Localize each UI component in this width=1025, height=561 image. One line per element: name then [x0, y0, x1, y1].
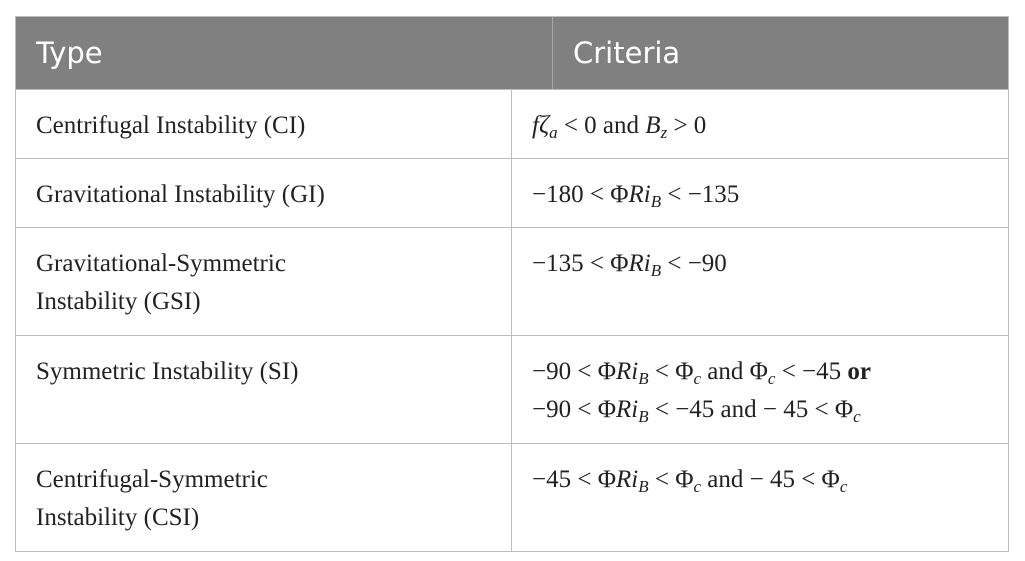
table-row: Symmetric Instability (SI) −90 < ΦRiB < Φ…	[16, 335, 1008, 443]
table-row: Centrifugal Instability (CI) fζa < 0 and …	[16, 89, 1008, 158]
criteria-run: −90 < Φ	[532, 358, 616, 385]
type-text: Instability (CSI)	[36, 504, 200, 531]
criteria-cell: fζa < 0 and Bz > 0	[512, 90, 1008, 158]
criteria-run: −135 < Φ	[532, 250, 629, 277]
criteria-run: or	[847, 358, 871, 385]
criteria-run: and − 45 < Φ	[701, 466, 840, 493]
criteria-line: −180 < ΦRiB < −135	[532, 176, 988, 214]
criteria-run: B	[638, 407, 649, 426]
criteria-run: < −45 and − 45 < Φ	[648, 396, 854, 423]
table-row: Gravitational-Symmetric Instability (GSI)…	[16, 227, 1008, 335]
header-cell: Type	[16, 17, 553, 89]
criteria-line: fζa < 0 and Bz > 0	[532, 107, 988, 145]
criteria-run: f	[532, 112, 539, 139]
header-cell: Criteria	[573, 36, 681, 70]
criteria-run: c	[693, 369, 702, 388]
criteria-run: c	[839, 477, 848, 496]
table-row: Gravitational Instability (GI) −180 < ΦRi…	[16, 158, 1008, 227]
criteria-run: < Φ	[648, 358, 694, 385]
type-cell: Gravitational-Symmetric Instability (GSI)	[16, 228, 512, 335]
criteria-line: −45 < ΦRiB < Φc and − 45 < Φc	[532, 461, 988, 499]
table: Type Criteria Centrifugal Instability (C…	[15, 16, 1009, 552]
criteria-line: −135 < ΦRiB < −90	[532, 245, 988, 283]
criteria-run: c	[767, 369, 776, 388]
type-text: Centrifugal Instability (CI)	[36, 112, 306, 139]
criteria-line: −90 < ΦRiB < Φc and Φc < −45 or	[532, 353, 988, 391]
type-cell: Gravitational Instability (GI)	[16, 159, 512, 227]
criteria-run: B	[645, 112, 661, 139]
criteria-run: > 0	[667, 112, 707, 139]
criteria-run: and Φ	[701, 358, 768, 385]
criteria-cell: −45 < ΦRiB < Φc and − 45 < Φc	[512, 444, 1008, 551]
criteria-run: < −90	[661, 250, 727, 277]
criteria-run: B	[650, 192, 662, 211]
criteria-run: Ri	[628, 181, 651, 208]
criteria-run: z	[660, 123, 668, 142]
table-row: Centrifugal-Symmetric Instability (CSI) −4…	[16, 443, 1008, 551]
criteria-cell: −180 < ΦRiB < −135	[512, 159, 1008, 227]
criteria-cell: −135 < ΦRiB < −90	[512, 228, 1008, 335]
header-row: Type Criteria	[16, 17, 1008, 89]
criteria-run: a	[549, 123, 558, 142]
criteria-run: −45 < Φ	[532, 466, 616, 493]
type-text: Centrifugal-Symmetric	[36, 466, 268, 493]
criteria-run: Ri	[615, 396, 639, 423]
criteria-run: B	[638, 369, 649, 388]
criteria-run: Ri	[615, 466, 639, 493]
criteria-run: B	[638, 477, 649, 496]
type-text: Symmetric Instability (SI)	[36, 358, 299, 385]
type-text: Gravitational-Symmetric	[36, 250, 286, 277]
criteria-run: c	[853, 407, 861, 426]
type-text: Gravitational Instability (GI)	[36, 181, 325, 208]
criteria-run: < −135	[661, 181, 740, 208]
criteria-cell: −90 < ΦRiB < Φc and Φc < −45 or −90 < ΦRi…	[512, 336, 1008, 443]
criteria-run: Ri	[628, 250, 651, 277]
criteria-run: B	[650, 261, 662, 280]
type-cell: Symmetric Instability (SI)	[16, 336, 512, 443]
type-cell: Centrifugal Instability (CI)	[16, 90, 512, 158]
criteria-run: < Φ	[648, 466, 694, 493]
criteria-run: < −45	[775, 358, 848, 385]
criteria-run: ζ	[538, 112, 550, 139]
criteria-line: −90 < ΦRiB < −45 and − 45 < Φc	[532, 391, 988, 429]
criteria-run: < 0 and	[557, 112, 646, 139]
criteria-run: −90 < Φ	[532, 396, 616, 423]
type-text: Instability (GSI)	[36, 288, 201, 315]
criteria-run: −180 < Φ	[532, 181, 629, 208]
criteria-run: c	[693, 477, 702, 496]
criteria-run: Ri	[615, 358, 639, 385]
type-cell: Centrifugal-Symmetric Instability (CSI)	[16, 444, 512, 551]
